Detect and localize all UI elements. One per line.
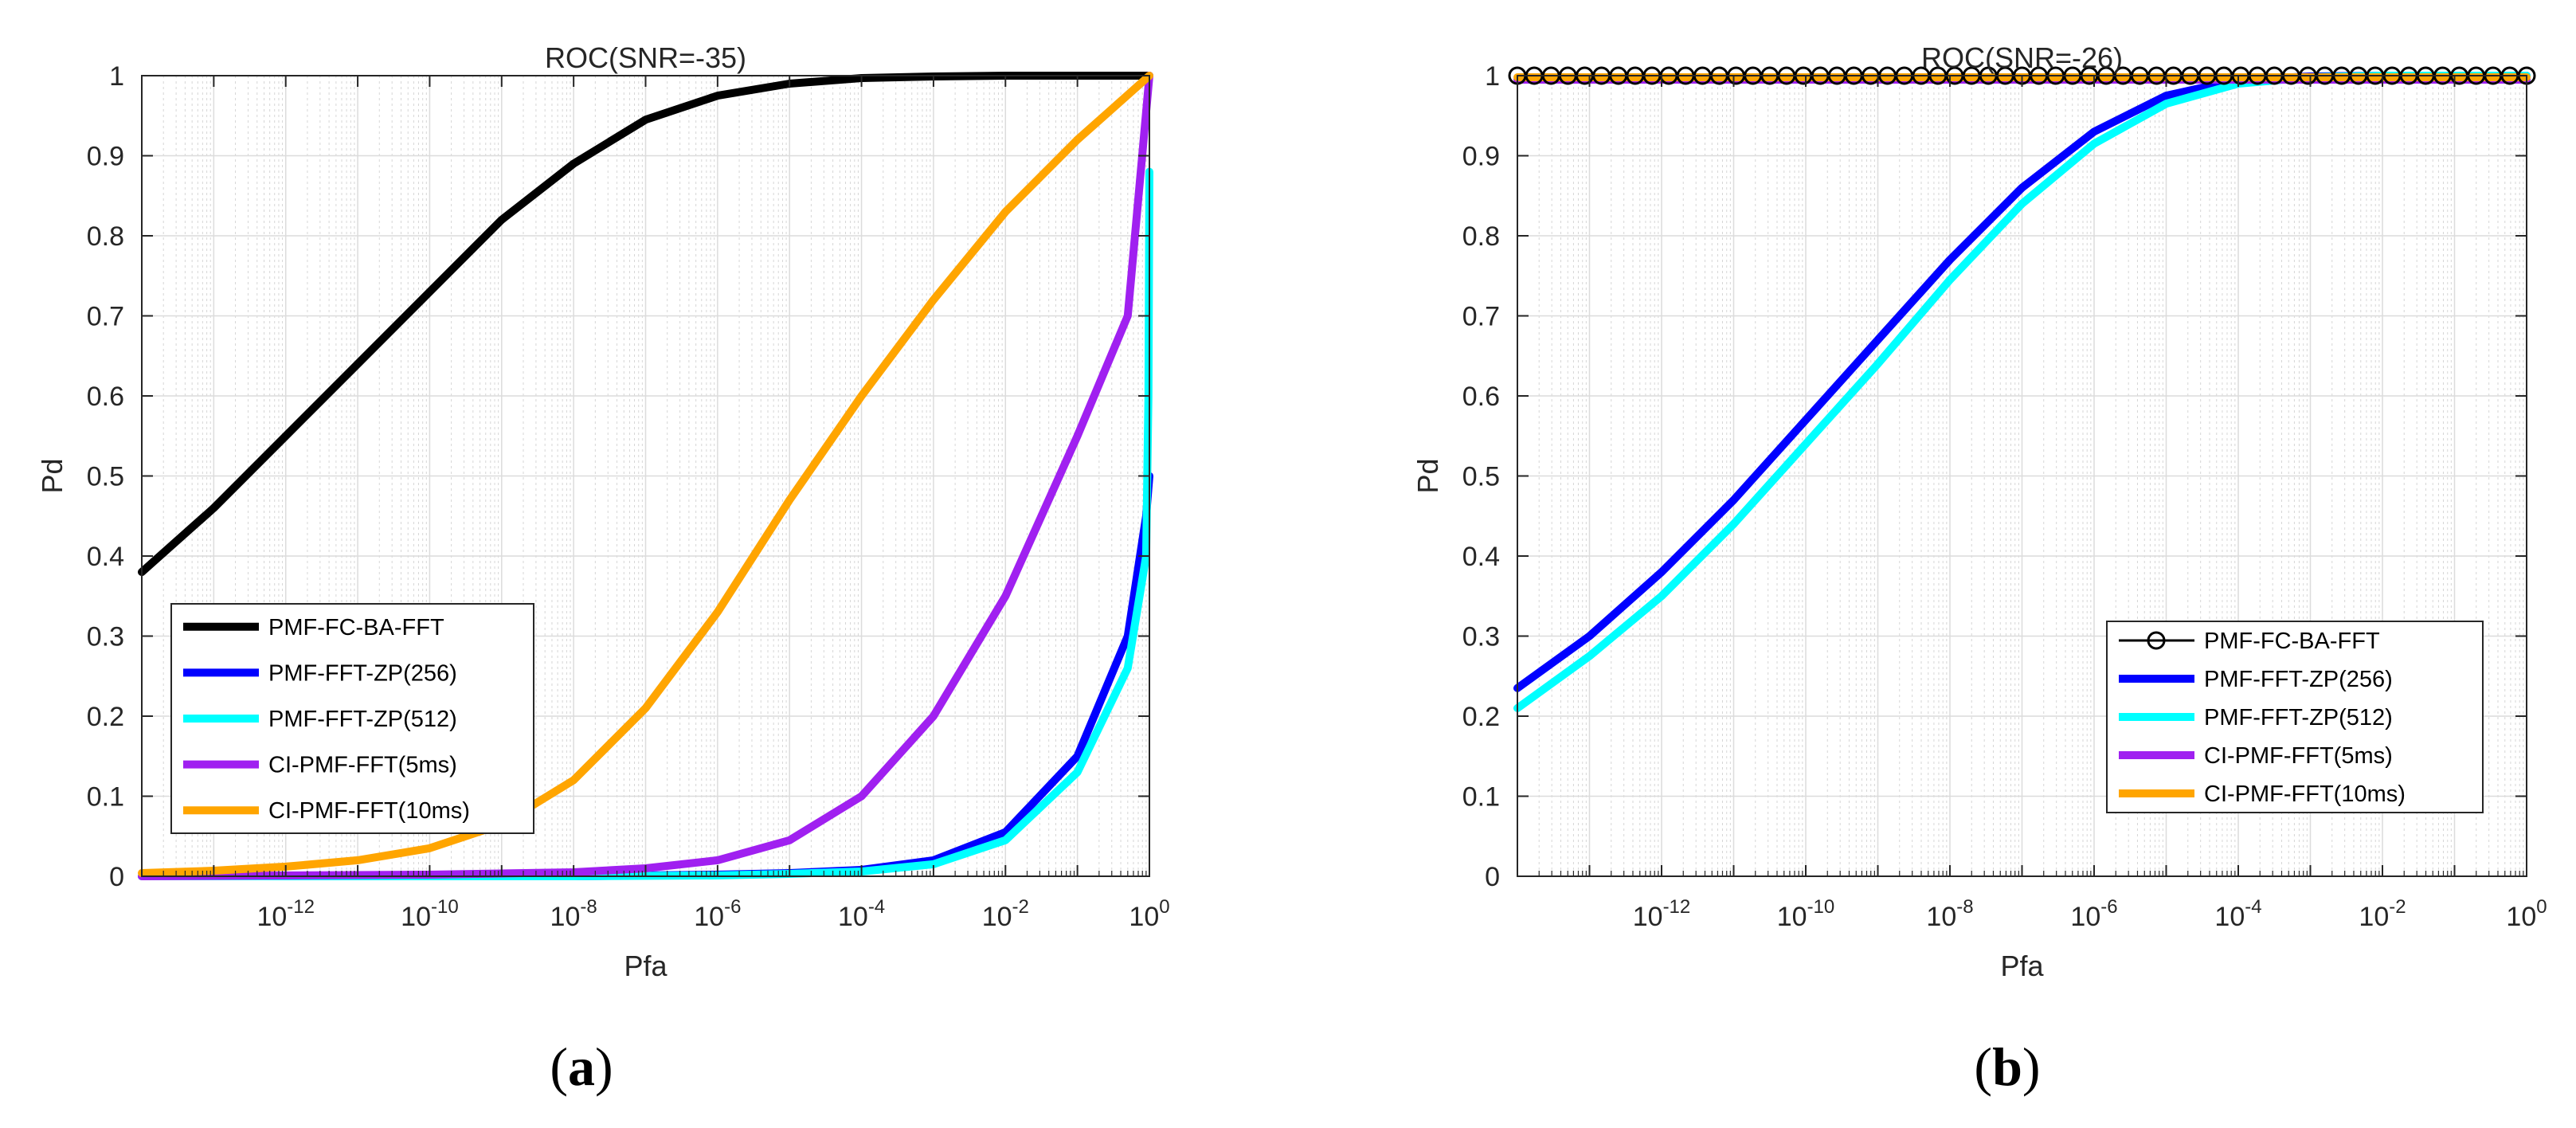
x-tick-exp: -2: [1012, 896, 1029, 918]
y-tick-label: 0.6: [87, 382, 124, 412]
x-tick-label: 10-6: [2070, 896, 2117, 932]
x-tick-label: 10-10: [1777, 896, 1835, 932]
y-tick-label: 0.6: [1462, 382, 1500, 412]
legend: PMF-FC-BA-FFT PMF-FFT-ZP(256) PMF-FFT-ZP(5…: [2106, 621, 2484, 813]
x-tick-exp: -2: [2389, 896, 2406, 918]
legend-label: CI-PMF-FFT(5ms): [2204, 743, 2393, 769]
chart-panel-a: 10-12 10-10 10-8 10-6 10-4 10-2 10000.10.20.30…: [36, 41, 1170, 982]
x-tick-label: 10-2: [2359, 896, 2406, 932]
x-tick-exp: -6: [724, 896, 741, 918]
y-tick-label: 0.3: [1462, 622, 1500, 652]
x-tick-label: 10-8: [550, 896, 597, 932]
x-axis-label: Pfa: [2000, 950, 2044, 982]
x-tick-label: 10-8: [1926, 896, 1973, 932]
x-tick-exp: 0: [2536, 896, 2547, 918]
y-tick-label: 0.7: [87, 302, 124, 332]
y-tick-label: 0.4: [87, 542, 124, 572]
x-tick-base: 10: [2070, 902, 2100, 932]
y-axis-label: Pd: [1411, 458, 1444, 493]
legend: PMF-FC-BA-FFT PMF-FFT-ZP(256) PMF-FFT-ZP(5…: [170, 603, 534, 834]
caption-b-letter: b: [1992, 1036, 2022, 1097]
x-tick-base: 10: [2359, 902, 2389, 932]
legend-label: PMF-FFT-ZP(512): [268, 707, 457, 732]
x-tick-base: 10: [2214, 902, 2245, 932]
y-tick-label: 0.3: [87, 622, 124, 652]
x-tick-base: 10: [694, 902, 724, 932]
x-tick-exp: -12: [287, 896, 315, 918]
legend-label: PMF-FC-BA-FFT: [2204, 629, 2380, 654]
y-tick-label: 0.7: [1462, 302, 1500, 332]
x-tick-base: 10: [1129, 902, 1159, 932]
x-tick-base: 10: [1777, 902, 1807, 932]
x-tick-label: 10-10: [401, 896, 459, 932]
x-tick-exp: -8: [580, 896, 597, 918]
x-tick-exp: -4: [868, 896, 885, 918]
x-tick-base: 10: [1926, 902, 1956, 932]
y-tick-label: 0.9: [87, 142, 124, 172]
y-tick-label: 0.1: [1462, 782, 1500, 813]
y-tick-label: 0.2: [1462, 702, 1500, 732]
legend-label: CI-PMF-FFT(5ms): [268, 753, 457, 778]
y-tick-label: 0.8: [87, 221, 124, 252]
x-tick-label: 10-12: [1633, 896, 1691, 932]
chart-title: ROC(SNR=-35): [545, 41, 746, 74]
legend-label: PMF-FC-BA-FFT: [268, 615, 444, 640]
y-tick-label: 1: [1485, 61, 1500, 92]
x-tick-base: 10: [550, 902, 581, 932]
x-tick-exp: -10: [431, 896, 459, 918]
chart-panel-b: 10-12 10-10 10-8 10-6 10-4 10-2 10000.10.20.30…: [1411, 41, 2547, 982]
x-tick-base: 10: [838, 902, 868, 932]
x-tick-label: 100: [1129, 896, 1169, 932]
caption-a: (a): [550, 1036, 613, 1097]
x-tick-exp: -12: [1663, 896, 1691, 918]
x-tick-label: 10-12: [256, 896, 315, 932]
caption-a-letter: a: [568, 1036, 595, 1097]
chart-title: ROC(SNR=-26): [1921, 41, 2123, 74]
x-tick-base: 10: [1633, 902, 1663, 932]
y-tick-label: 0.8: [1462, 221, 1500, 252]
y-tick-label: 0: [1485, 862, 1500, 892]
x-tick-base: 10: [2506, 902, 2536, 932]
x-tick-base: 10: [982, 902, 1012, 932]
x-tick-label: 10-4: [2214, 896, 2261, 932]
y-tick-label: 0.2: [87, 702, 124, 732]
y-tick-label: 0.5: [1462, 462, 1500, 492]
legend-label: PMF-FFT-ZP(256): [2204, 667, 2393, 692]
legend-label: PMF-FFT-ZP(512): [2204, 705, 2393, 730]
legend-label: CI-PMF-FFT(10ms): [2204, 781, 2406, 807]
x-axis-label: Pfa: [624, 950, 667, 982]
series-line-4: [138, 72, 1153, 877]
x-tick-exp: -4: [2245, 896, 2261, 918]
x-tick-base: 10: [256, 902, 287, 932]
x-tick-exp: -8: [1956, 896, 1973, 918]
x-tick-exp: -10: [1807, 896, 1835, 918]
x-tick-exp: -6: [2100, 896, 2117, 918]
x-tick-label: 10-4: [838, 896, 885, 932]
x-tick-label: 100: [2506, 896, 2547, 932]
y-tick-label: 0.4: [1462, 542, 1500, 572]
y-tick-label: 0: [109, 862, 124, 892]
x-tick-label: 10-6: [694, 896, 741, 932]
caption-b: (b): [1974, 1036, 2041, 1097]
y-tick-label: 0.9: [1462, 142, 1500, 172]
y-axis-label: Pd: [36, 458, 69, 493]
y-tick-label: 0.5: [87, 462, 124, 492]
legend-label: CI-PMF-FFT(10ms): [268, 798, 470, 824]
x-tick-exp: 0: [1159, 896, 1169, 918]
legend-label: PMF-FFT-ZP(256): [268, 660, 457, 686]
y-tick-label: 1: [109, 61, 124, 92]
x-tick-base: 10: [401, 902, 431, 932]
y-tick-label: 0.1: [87, 782, 124, 813]
legend-marker: [2147, 631, 2166, 650]
x-tick-label: 10-2: [982, 896, 1029, 932]
